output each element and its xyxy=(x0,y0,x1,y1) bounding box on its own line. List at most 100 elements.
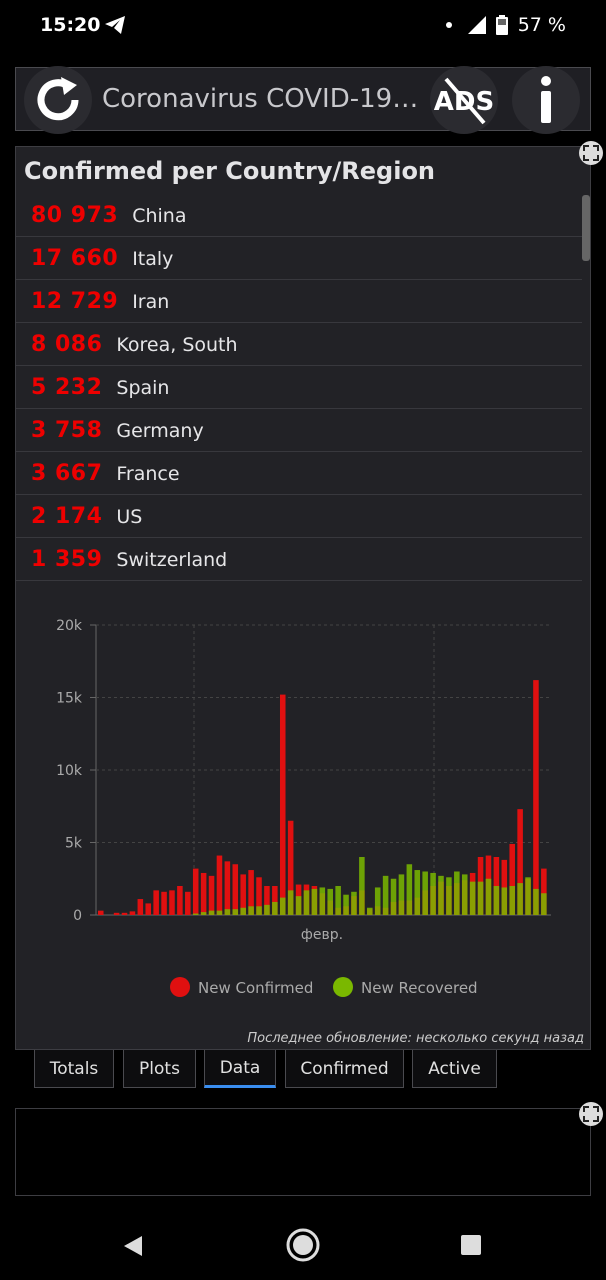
recent-apps-icon[interactable] xyxy=(460,1234,482,1256)
bar-new-confirmed xyxy=(185,891,191,915)
bar-new-recovered xyxy=(430,872,436,915)
expand-icon[interactable] xyxy=(579,1102,603,1126)
confirmed-count: 1 359 xyxy=(31,547,103,572)
tab-totals[interactable]: Totals xyxy=(34,1050,114,1088)
list-item[interactable]: 3 667 France xyxy=(16,453,582,495)
legend-recovered-label: New Recovered xyxy=(361,979,478,997)
bar-new-confirmed xyxy=(264,886,270,915)
app-title: Coronavirus COVID-19 ... xyxy=(102,84,422,114)
home-icon[interactable] xyxy=(286,1228,320,1262)
y-tick-label: 5k xyxy=(65,836,83,852)
bar-new-recovered xyxy=(311,888,318,915)
country-name: Spain xyxy=(116,376,170,399)
list-item[interactable]: 1 359 Switzerland xyxy=(16,539,582,581)
signal-icon xyxy=(467,16,486,34)
bar-new-recovered xyxy=(279,897,286,915)
bar-new-recovered xyxy=(541,893,547,915)
list-scrollbar[interactable] xyxy=(582,195,590,261)
country-name: Germany xyxy=(116,419,204,442)
y-tick-label: 20k xyxy=(56,618,83,634)
bar-new-confirmed xyxy=(224,861,231,915)
list-item[interactable]: 2 174 US xyxy=(16,496,582,538)
chart-legend: New Confirmed New Recovered xyxy=(170,977,478,997)
list-item[interactable]: 80 973 China xyxy=(16,195,582,237)
bar-new-confirmed xyxy=(169,890,175,915)
bar-new-confirmed xyxy=(272,886,278,915)
confirmed-count: 80 973 xyxy=(31,203,119,228)
app-header: Coronavirus COVID-19 ... ADS xyxy=(15,66,591,134)
tab-plots[interactable]: Plots xyxy=(123,1050,196,1088)
y-axis-ticks: 0 5k 10k 15k 20k xyxy=(56,618,83,924)
bar-new-recovered xyxy=(374,887,381,915)
bar-new-confirmed xyxy=(200,872,207,915)
bar-new-recovered xyxy=(382,875,389,915)
tab-label: Plots xyxy=(139,1058,180,1079)
refresh-button[interactable] xyxy=(24,66,92,134)
bar-new-recovered xyxy=(295,896,302,915)
list-item[interactable]: 3 758 Germany xyxy=(16,410,582,452)
tab-data[interactable]: Data xyxy=(204,1050,276,1088)
confirmed-count: 3 667 xyxy=(31,461,103,486)
list-item[interactable]: 5 232 Spain xyxy=(16,367,582,409)
bar-new-confirmed xyxy=(177,886,183,915)
notification-dot-icon xyxy=(445,22,452,28)
bar-new-recovered xyxy=(493,886,500,915)
last-updated-note: Последнее обновление: несколько секунд н… xyxy=(247,1031,584,1046)
bar-new-confirmed xyxy=(153,890,159,915)
bar-new-recovered xyxy=(509,886,515,915)
confirmed-panel: Confirmed per Country/Region 80 973 Chin… xyxy=(15,146,591,1050)
bar-new-recovered xyxy=(525,877,531,915)
bar-new-recovered xyxy=(517,883,523,915)
list-item[interactable]: 8 086 Korea, South xyxy=(16,324,582,366)
y-tick-label: 15k xyxy=(56,691,83,707)
bar-new-recovered xyxy=(469,881,476,915)
bar-new-recovered xyxy=(438,875,444,915)
country-name: Switzerland xyxy=(116,548,228,571)
confirmed-count: 5 232 xyxy=(31,375,103,400)
status-indicators: 57 % xyxy=(445,14,566,36)
chart-bars xyxy=(98,680,547,915)
bar-new-recovered xyxy=(327,888,333,915)
bar-new-recovered xyxy=(343,894,349,915)
bar-new-recovered xyxy=(406,864,413,915)
system-nav-bar xyxy=(0,1210,606,1280)
bar-new-confirmed xyxy=(232,864,239,915)
tab-confirmed[interactable]: Confirmed xyxy=(285,1050,404,1088)
panel-title: Confirmed per Country/Region xyxy=(24,157,436,185)
bar-new-recovered xyxy=(485,878,492,915)
daily-cases-chart: 0 5k 10k 15k 20k февр. New Confirmed New Rec… xyxy=(56,618,551,997)
bar-new-recovered xyxy=(272,901,278,915)
remove-ads-button[interactable]: ADS xyxy=(430,66,498,134)
country-name: France xyxy=(116,462,180,485)
telegram-icon xyxy=(104,15,126,39)
back-icon[interactable] xyxy=(122,1234,144,1258)
bar-new-recovered xyxy=(256,906,262,915)
bar-new-recovered xyxy=(224,909,231,915)
legend-confirmed-label: New Confirmed xyxy=(198,979,313,997)
bar-new-recovered xyxy=(335,886,341,915)
bar-new-recovered xyxy=(398,874,405,915)
bar-new-confirmed xyxy=(248,870,254,915)
bar-new-confirmed xyxy=(517,809,523,915)
legend-recovered-swatch xyxy=(333,977,353,997)
info-icon xyxy=(541,76,551,123)
bar-new-recovered xyxy=(477,881,484,915)
info-button[interactable] xyxy=(512,66,580,134)
bar-new-recovered xyxy=(192,913,199,915)
list-item[interactable]: 12 729 Iran xyxy=(16,281,582,323)
legend-confirmed-swatch xyxy=(170,977,190,997)
bar-new-recovered xyxy=(422,871,428,915)
battery-icon xyxy=(495,15,508,35)
country-name: China xyxy=(132,204,187,227)
list-item[interactable]: 17 660 Italy xyxy=(16,238,582,280)
bar-new-confirmed xyxy=(161,891,167,915)
bar-new-recovered xyxy=(287,890,294,915)
expand-icon[interactable] xyxy=(579,141,603,165)
bar-new-recovered xyxy=(232,909,239,915)
country-name: US xyxy=(116,505,143,528)
tab-active[interactable]: Active xyxy=(412,1050,497,1088)
bar-new-confirmed xyxy=(98,910,104,915)
bar-new-confirmed xyxy=(145,903,152,915)
country-name: Korea, South xyxy=(116,333,238,356)
country-name: Iran xyxy=(132,290,170,313)
